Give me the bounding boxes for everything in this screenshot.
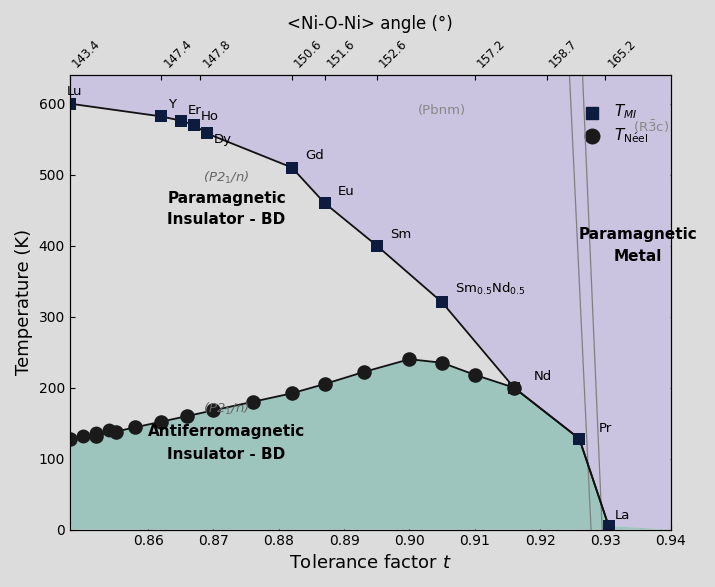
Point [247, 397, 258, 407]
Text: Dy: Dy [214, 133, 232, 146]
Point [175, 116, 187, 126]
Legend: $T_{MI}$, $T_\mathrm{N\'{e}el}$: $T_{MI}$, $T_\mathrm{N\'{e}el}$ [571, 96, 654, 151]
Point [436, 298, 448, 307]
Text: Metal: Metal [614, 249, 662, 264]
Point [129, 423, 141, 432]
Point [110, 427, 122, 436]
Point [156, 112, 167, 121]
Point [319, 198, 330, 208]
Text: Sm: Sm [390, 228, 411, 241]
Y-axis label: Temperature (K): Temperature (K) [15, 230, 33, 376]
Point [156, 417, 167, 426]
Text: Y: Y [168, 98, 176, 111]
Point [358, 367, 370, 377]
Text: La: La [615, 510, 631, 522]
Text: Gd: Gd [305, 149, 324, 162]
Text: Sm$_{0.5}$Nd$_{0.5}$: Sm$_{0.5}$Nd$_{0.5}$ [455, 281, 526, 298]
Point [508, 383, 520, 392]
Text: (R$\bar{3}$c): (R$\bar{3}$c) [633, 119, 669, 135]
Polygon shape [70, 75, 671, 529]
Text: Lu: Lu [66, 85, 82, 98]
Point [64, 99, 76, 109]
Point [286, 163, 297, 172]
Polygon shape [70, 359, 671, 529]
Point [603, 521, 614, 531]
Point [64, 434, 76, 443]
Point [371, 241, 383, 250]
Text: Paramagnetic: Paramagnetic [578, 227, 697, 241]
Text: (P2$_1$/n): (P2$_1$/n) [203, 400, 250, 417]
Point [208, 406, 220, 415]
Text: (Pbnm): (Pbnm) [418, 104, 466, 117]
Point [103, 426, 114, 435]
Point [404, 355, 415, 364]
Text: Nd: Nd [533, 370, 552, 383]
Point [436, 358, 448, 367]
Text: Eu: Eu [337, 185, 355, 198]
Text: (P2$_1$/n): (P2$_1$/n) [203, 170, 250, 186]
Point [201, 129, 212, 138]
X-axis label: <Ni-O-Ni> angle (°): <Ni-O-Ni> angle (°) [287, 15, 453, 33]
Point [77, 431, 89, 441]
Point [90, 429, 102, 438]
Point [182, 411, 193, 421]
Text: Antiferromagnetic: Antiferromagnetic [148, 424, 305, 439]
Point [573, 434, 585, 443]
Point [286, 389, 297, 398]
Text: Paramagnetic: Paramagnetic [167, 191, 286, 206]
Point [508, 383, 520, 392]
Text: Insulator - BD: Insulator - BD [167, 447, 286, 461]
Text: Insulator - BD: Insulator - BD [167, 212, 286, 227]
Text: Ho: Ho [200, 110, 219, 123]
Point [469, 370, 480, 380]
Point [188, 120, 199, 130]
Text: Pr: Pr [599, 422, 612, 435]
Point [319, 379, 330, 389]
Text: Er: Er [187, 104, 201, 117]
Point [90, 431, 102, 441]
X-axis label: Tolerance factor $t$: Tolerance factor $t$ [289, 554, 452, 572]
